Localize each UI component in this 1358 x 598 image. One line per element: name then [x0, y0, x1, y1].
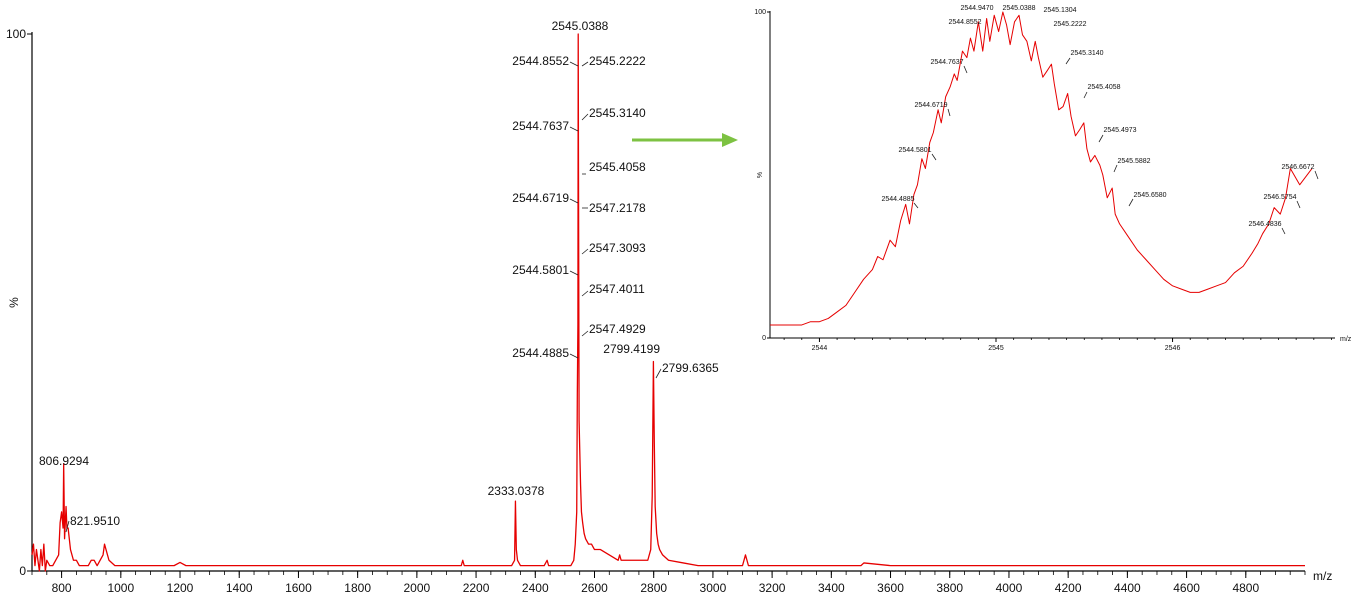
x-tick-label: 3400: [818, 581, 845, 595]
peak-label: 2544.5801: [898, 147, 931, 154]
peak-label-leader: [1314, 170, 1319, 180]
peak-label: 2544.8552: [512, 54, 569, 68]
y-tick-label: 100: [754, 9, 766, 16]
peak-label: 2545.4058: [1087, 84, 1120, 91]
peak-label: 2799.4199: [603, 342, 660, 356]
peak-label-leader: [569, 126, 579, 132]
peak-label-leader: [1098, 134, 1104, 143]
peak-label-leader: [581, 330, 589, 337]
peak-label: 2545.0388: [552, 19, 609, 33]
peak-label-leader: [581, 290, 589, 297]
y-axis-label: %: [7, 297, 21, 308]
zoom-arrow-head: [722, 133, 738, 147]
x-tick-label: 3200: [759, 581, 786, 595]
peak-label: 2544.6719: [512, 191, 569, 205]
x-tick-label: 1400: [226, 581, 253, 595]
x-tick-label: 3800: [936, 581, 963, 595]
peak-label: 2544.9470: [960, 5, 993, 12]
peak-label-leader: [1128, 198, 1134, 207]
peak-label: 2545.3140: [1070, 50, 1103, 57]
x-tick-label: 2800: [640, 581, 667, 595]
peak-label-leader: [1065, 57, 1071, 65]
x-tick-label: 2200: [463, 581, 490, 595]
peak-label: 2545.6580: [1133, 192, 1166, 199]
peak-label: 2544.7637: [512, 119, 569, 133]
x-tick-label: 4400: [1114, 581, 1141, 595]
peak-label-leader: [581, 113, 589, 121]
peak-label: 2547.2178: [589, 201, 646, 215]
x-tick-label: 1200: [167, 581, 194, 595]
x-tick-label: 3600: [877, 581, 904, 595]
peak-label: 821.9510: [70, 514, 120, 528]
peak-label-leader: [569, 353, 579, 359]
inset-zoom-chart: 2544 2545 2546 0 100% m/z 2544.4885 2544.5801 25…: [754, 5, 1351, 352]
y-tick-label: 100: [6, 27, 26, 41]
peak-label-leader: [931, 153, 937, 161]
x-tick-label: 4600: [1173, 581, 1200, 595]
peak-label-leader: [569, 198, 579, 204]
peak-label: 2547.4929: [589, 322, 646, 336]
x-tick-label: 800: [52, 581, 72, 595]
peak-label: 2544.4885: [881, 196, 914, 203]
peak-label: 2547.3093: [589, 241, 646, 255]
y-axis-label: %: [757, 172, 764, 178]
peak-label-leader: [1083, 91, 1088, 99]
peak-label: 2547.4011: [589, 282, 645, 296]
x-tick-label: 3000: [700, 581, 727, 595]
y-tick-label: 0: [19, 564, 26, 578]
peak-label: 2545.0388: [1002, 5, 1035, 12]
peak-label: 2546.4836: [1248, 221, 1281, 228]
peak-label-leader: [963, 65, 968, 74]
x-axis-label: m/z: [1340, 336, 1352, 343]
peak-label: 2545.5882: [1117, 158, 1150, 165]
peak-label: 2545.2222: [1053, 21, 1086, 28]
y-tick-label: 0: [762, 335, 766, 342]
peak-label: 2545.4973: [1103, 127, 1136, 134]
spectrum-series-line: [770, 11, 1313, 326]
peak-label-leader: [913, 202, 919, 209]
x-tick-label: 2544: [812, 345, 828, 352]
peak-label: 2545.2222: [589, 54, 646, 68]
peak-label-leader: [947, 108, 951, 117]
x-tick-label: 4200: [1055, 581, 1082, 595]
peak-label-leader: [1296, 200, 1301, 209]
x-tick-label: 2545: [988, 345, 1004, 352]
x-tick-label: 2400: [522, 581, 549, 595]
x-tick-label: 2600: [581, 581, 608, 595]
peak-label: 2546.5754: [1263, 194, 1296, 201]
zoom-arrow: [632, 133, 738, 147]
peak-label: 2544.8552: [948, 19, 981, 26]
peak-label: 2546.6672: [1281, 164, 1314, 171]
x-axis-label: m/z: [1313, 569, 1332, 583]
peak-label-leader: [569, 270, 579, 276]
peak-label: 2545.4058: [589, 160, 646, 174]
peak-label: 2545.3140: [589, 106, 646, 120]
peak-label: 2544.6719: [914, 102, 947, 109]
peak-label: 2544.5801: [512, 263, 569, 277]
x-tick-label: 2546: [1165, 345, 1181, 352]
peak-label-leader: [581, 248, 589, 255]
main-spectrum-chart: 800 1000 1200 1400 1600 1800 2000 2200 2400 2600 2…: [6, 19, 1332, 595]
peak-label: 2799.6365: [662, 361, 719, 375]
spectrum-series-line: [31, 33, 1305, 572]
peak-label-leader: [569, 61, 579, 67]
x-tick-label: 2000: [404, 581, 431, 595]
peak-label-leader: [655, 368, 662, 379]
x-tick-label: 4000: [996, 581, 1023, 595]
peak-label-leader: [1113, 164, 1118, 173]
peak-label: 806.9294: [39, 454, 89, 468]
peak-label-leader: [1281, 227, 1286, 235]
x-tick-label: 1800: [344, 581, 371, 595]
x-tick-label: 1600: [285, 581, 312, 595]
x-tick-label: 1000: [107, 581, 134, 595]
peak-label-leader: [65, 520, 70, 533]
peak-label: 2333.0378: [488, 484, 545, 498]
peak-label-leader: [581, 61, 589, 67]
x-tick-label: 4800: [1232, 581, 1259, 595]
peak-label: 2545.1304: [1043, 7, 1076, 14]
peak-label: 2544.4885: [512, 346, 569, 360]
peak-label: 2544.7637: [930, 59, 963, 66]
